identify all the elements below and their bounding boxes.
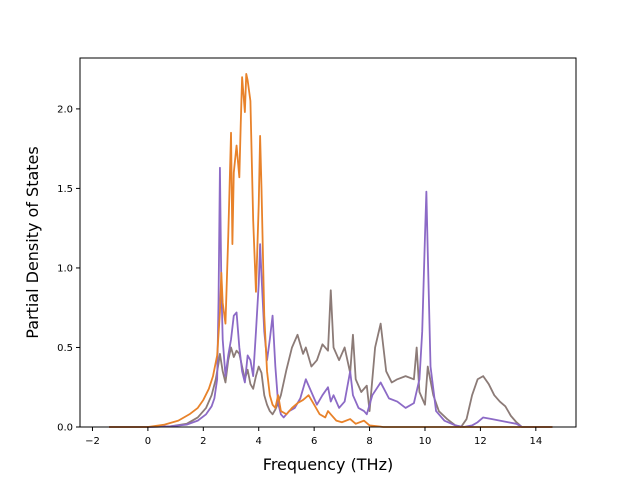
x-tick-label: 10	[419, 436, 432, 447]
series-line-2	[109, 166, 553, 428]
x-axis-ticks: −2 0 2 4 6 8 10 12 14	[85, 427, 542, 447]
x-tick-label: 2	[200, 436, 206, 447]
y-tick-label: 0.0	[57, 423, 73, 434]
y-tick-label: 1.5	[57, 184, 73, 195]
x-tick-label: 12	[474, 436, 487, 447]
x-tick-label: 4	[256, 436, 262, 447]
series-line-3	[109, 73, 553, 428]
x-tick-label: 6	[311, 436, 317, 447]
series-line-1	[109, 289, 553, 428]
x-tick-label: 14	[529, 436, 542, 447]
y-axis-ticks: 0.0 0.5 1.0 1.5 2.0	[57, 104, 80, 434]
y-tick-label: 2.0	[57, 104, 73, 115]
x-tick-label: 0	[145, 436, 151, 447]
y-axis-label: Partial Density of States	[23, 146, 42, 338]
y-tick-label: 1.0	[57, 263, 73, 274]
series-layer	[109, 73, 553, 428]
x-axis-label: Frequency (THz)	[263, 455, 393, 474]
x-tick-label: −2	[85, 436, 100, 447]
x-tick-label: 8	[366, 436, 372, 447]
plot-frame	[79, 57, 577, 428]
y-tick-label: 0.5	[57, 343, 73, 354]
